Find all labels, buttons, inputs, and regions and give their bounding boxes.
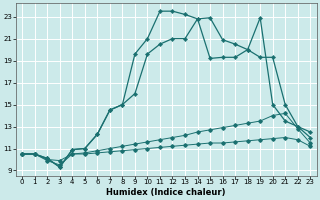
X-axis label: Humidex (Indice chaleur): Humidex (Indice chaleur) — [107, 188, 226, 197]
